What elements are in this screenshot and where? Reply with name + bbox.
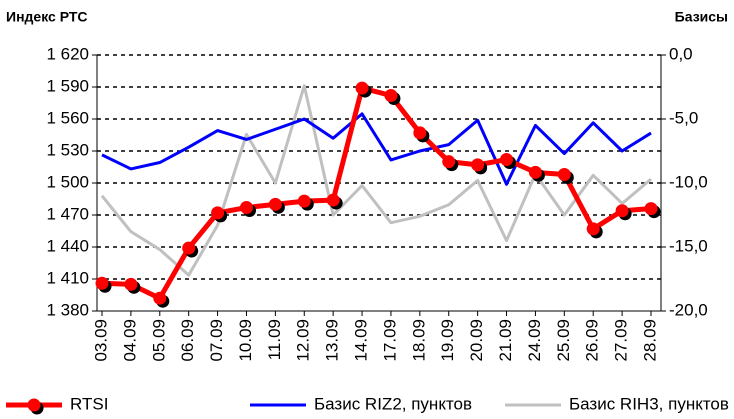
series-line [100, 84, 652, 277]
x-tick-label: 17.09 [380, 319, 399, 362]
x-tick-label: 26.09 [583, 319, 602, 362]
marker [95, 276, 109, 290]
y-tick-label: 1 440 [46, 236, 89, 255]
y2-axis-label: Базисы [675, 9, 728, 25]
marker [586, 222, 600, 236]
marker [413, 126, 427, 140]
x-tick-label: 25.09 [554, 319, 573, 362]
y-tick-label: 1 530 [46, 140, 89, 159]
y2-tick-label: -10,0 [669, 172, 708, 191]
marker [239, 201, 253, 215]
x-tick-label: 10.09 [236, 319, 255, 362]
x-tick-label: 20.09 [467, 319, 486, 362]
x-tick-label: 05.09 [149, 319, 168, 362]
marker [528, 165, 542, 179]
y-tick-label: 1 410 [46, 268, 89, 287]
x-tick-label: 21.09 [496, 319, 515, 362]
x-tick-label: 19.09 [438, 319, 457, 362]
marker [326, 193, 340, 207]
marker [268, 197, 282, 211]
marker [557, 167, 571, 181]
y-tick-label: 1 500 [46, 172, 89, 191]
marker [471, 158, 485, 172]
y-tick-label: 1 620 [46, 44, 89, 63]
x-tick-label: 07.09 [207, 319, 226, 362]
marker [124, 277, 138, 291]
legend-label: Базис RIZ2, пунктов [314, 394, 472, 413]
marker [615, 204, 629, 218]
x-tick-label: 04.09 [120, 319, 139, 362]
x-tick-label: 13.09 [323, 319, 342, 362]
marker [297, 194, 311, 208]
x-tick-label: 27.09 [612, 319, 631, 362]
x-tick-label: 11.09 [265, 319, 284, 360]
y-tick-label: 1 470 [46, 204, 89, 223]
x-tick-label: 06.09 [178, 319, 197, 362]
series-line [101, 112, 652, 186]
x-tick-label: 28.09 [640, 319, 659, 362]
y-tick-label: 1 560 [46, 108, 89, 127]
series-line [101, 85, 652, 301]
marker [644, 202, 658, 216]
legend-label: Базис RIH3, пунктов [569, 394, 729, 413]
x-tick-label: 12.09 [294, 319, 313, 362]
legend-marker [27, 398, 41, 412]
y-tick-label: 1 380 [46, 300, 89, 319]
y2-tick-label: 0,0 [669, 44, 693, 63]
y2-tick-label: -15,0 [669, 236, 708, 255]
marker [384, 89, 398, 103]
marker [355, 81, 369, 95]
marker [500, 153, 514, 167]
marker [442, 155, 456, 169]
y2-tick-label: -20,0 [669, 300, 708, 319]
x-tick-label: 14.09 [352, 319, 371, 362]
marker [153, 291, 167, 305]
y-tick-label: 1 590 [46, 76, 89, 95]
x-tick-label: 18.09 [409, 319, 428, 362]
x-tick-label: 03.09 [91, 319, 110, 362]
y2-tick-label: -5,0 [669, 108, 698, 127]
legend-label: RTSI [70, 394, 108, 413]
marker [211, 206, 225, 220]
x-tick-label: 24.09 [525, 319, 544, 362]
marker [182, 241, 196, 255]
y-axis-label: Индекс РТС [6, 9, 88, 25]
